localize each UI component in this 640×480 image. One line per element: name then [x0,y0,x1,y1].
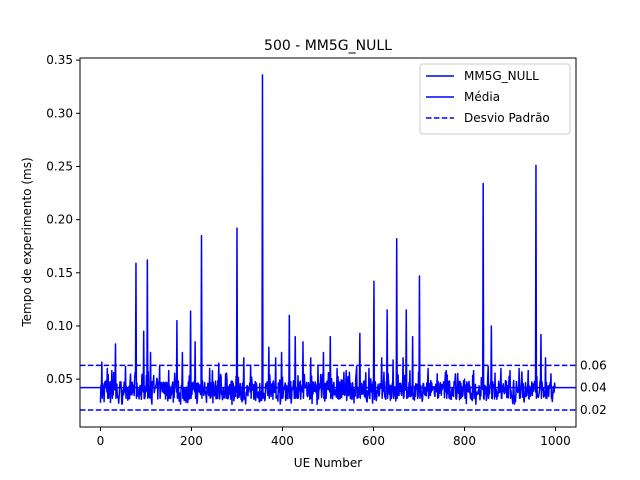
x-tick-label: 1000 [540,434,571,448]
x-axis-label: UE Number [294,456,362,470]
y-tick-label: 0.25 [46,159,73,173]
chart-title: 500 - MM5G_NULL [264,38,392,54]
y-tick-label: 0.30 [46,106,73,120]
x-axis: 0 200 400 600 800 1000 [97,427,571,448]
plot-frame [79,57,577,428]
right-annotation-label: 0.06 [580,358,607,372]
legend: MM5G_NULL Média Desvio Padrão [419,63,571,135]
legend-label-std: Desvio Padrão [464,111,550,125]
right-annotation-label: 0.04 [580,381,607,395]
x-tick-label: 200 [180,434,203,448]
y-tick-label: 0.20 [46,213,73,227]
x-tick-label: 600 [362,434,385,448]
legend-label-series: MM5G_NULL [464,69,539,83]
y-tick-label: 0.10 [46,319,73,333]
y-tick-label: 0.05 [46,372,73,386]
y-axis-label: Tempo de experimento (ms) [20,157,34,327]
x-tick-label: 800 [453,434,476,448]
plot-area [79,57,577,428]
y-tick-label: 0.15 [46,266,73,280]
y-tick-label: 0.35 [46,53,73,67]
legend-label-mean: Média [464,90,500,104]
right-annotation-label: 0.02 [580,403,607,417]
x-tick-label: 400 [271,434,294,448]
y-axis: 0.05 0.10 0.15 0.20 0.25 0.30 0.35 [46,53,80,386]
legend-box [419,63,571,135]
right-annotations: 0.06 0.04 0.02 [580,358,607,417]
x-tick-label: 0 [97,434,105,448]
